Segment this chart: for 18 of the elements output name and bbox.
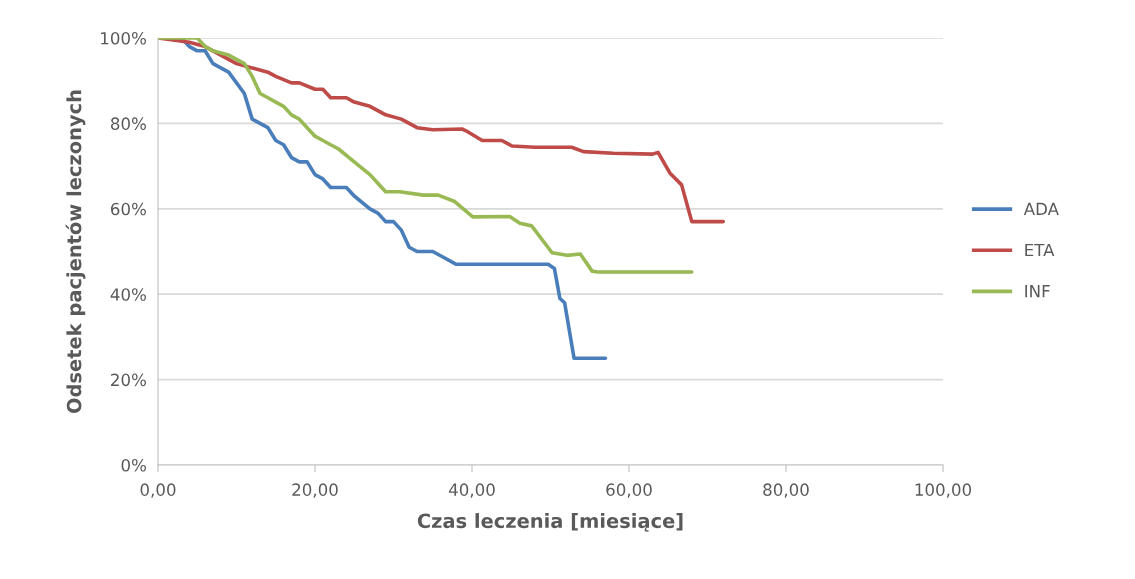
y-tick-label: 80% <box>110 117 146 130</box>
x-tick-label: 80,00 <box>763 483 809 498</box>
legend-label: INF <box>1025 285 1050 298</box>
y-tick-label: 60% <box>111 202 146 216</box>
y-tick-label: 20% <box>111 373 146 387</box>
y-tick-label: 40% <box>110 288 146 301</box>
legend-label: ETA <box>1025 243 1055 257</box>
x-tick-label: 100,00 <box>915 483 972 498</box>
x-tick-label: 40,00 <box>448 483 495 498</box>
y-tick-label: 100% <box>101 31 146 45</box>
x-tick-label: 60,00 <box>606 483 652 498</box>
y-tick-label: 0% <box>121 458 146 472</box>
y-axis-title: Odsetek pacjentów leczonych <box>65 90 86 414</box>
line-series <box>158 38 694 274</box>
legend-label: ADA <box>1023 202 1059 215</box>
x-tick-label: 0,00 <box>140 483 176 498</box>
x-axis-title: Czas leczenia [miesiące] <box>417 513 683 532</box>
x-tick-label: 20,00 <box>292 483 338 498</box>
